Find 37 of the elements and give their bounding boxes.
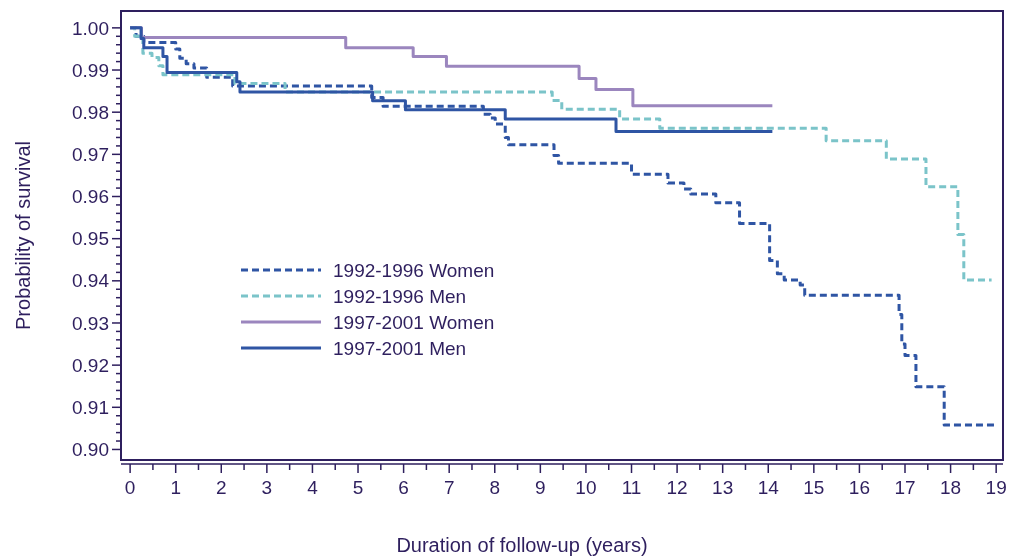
x-tick-label: 14 (757, 477, 780, 498)
x-tick-label: 19 (985, 477, 1007, 498)
y-tick-label: 1.00 (72, 17, 109, 39)
x-tick-label: 3 (261, 477, 273, 498)
x-tick-label: 1 (170, 477, 181, 498)
legend-label: 1997-2001 Women (333, 311, 495, 333)
legend-label: 1992-1996 Women (333, 259, 495, 281)
legend-label: 1997-2001 Men (333, 337, 467, 359)
x-tick-label: 15 (803, 477, 825, 498)
y-tick-label: 0.90 (72, 439, 109, 461)
y-tick-label: 0.97 (72, 143, 109, 165)
y-tick-label: 0.96 (72, 186, 109, 208)
x-tick-label: 18 (940, 477, 962, 498)
x-axis-title: Duration of follow-up (years) (396, 534, 648, 556)
x-tick-label: 10 (575, 477, 597, 498)
x-tick-label: 16 (848, 477, 870, 498)
legend-label: 1992-1996 Men (333, 285, 467, 307)
y-tick-label: 0.99 (72, 59, 109, 81)
x-tick-label: 13 (712, 477, 734, 498)
y-tick-label: 0.91 (72, 396, 109, 418)
x-tick-label: 17 (894, 477, 916, 498)
y-axis-title: Probability of survival (12, 141, 34, 330)
x-tick-label: 6 (398, 477, 409, 498)
x-tick-label: 12 (666, 477, 688, 498)
x-tick-label: 0 (124, 477, 136, 498)
x-tick-label: 9 (535, 477, 546, 498)
y-tick-label: 0.95 (72, 228, 109, 250)
x-tick-label: 11 (621, 477, 642, 498)
y-tick-label: 0.94 (72, 270, 110, 292)
y-tick-label: 0.92 (72, 354, 109, 376)
y-tick-label: 0.93 (72, 312, 109, 334)
x-tick-label: 8 (489, 477, 501, 498)
x-tick-label: 5 (352, 477, 364, 498)
x-tick-label: 7 (443, 477, 455, 498)
x-tick-label: 4 (307, 477, 319, 498)
x-tick-label: 2 (215, 477, 227, 498)
y-tick-label: 0.98 (72, 101, 109, 123)
